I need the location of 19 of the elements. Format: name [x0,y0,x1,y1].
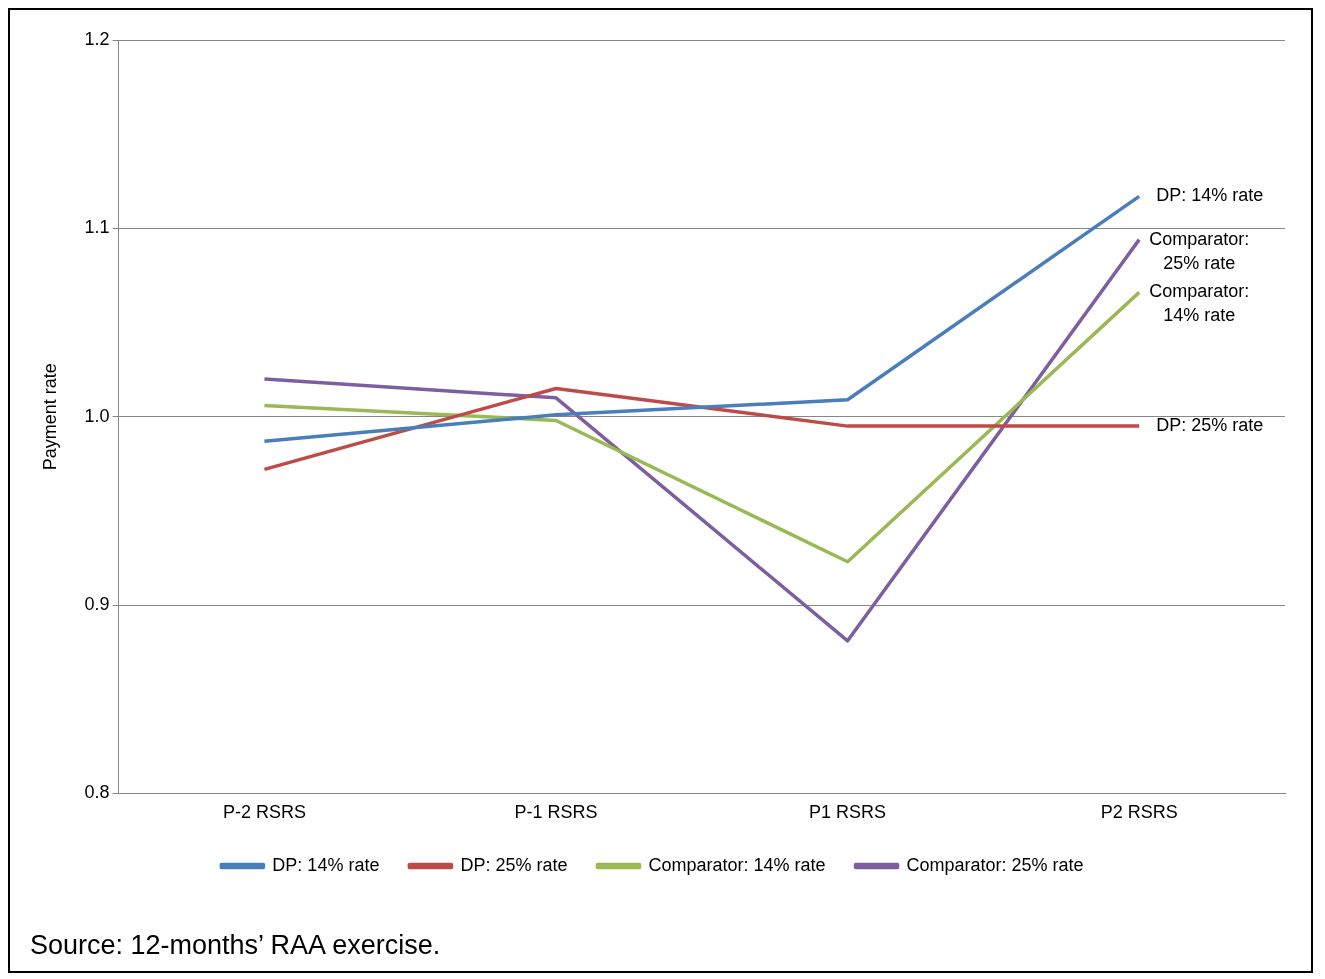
legend-label: Comparator: 14% rate [648,854,826,875]
annotation: DP: 25% rate [1156,415,1264,436]
x-tick-label: P-2 RSRS [222,802,306,823]
y-tick-label: 1.0 [84,405,110,426]
y-axis-title: Payment rate [39,363,60,471]
source-note: Source: 12-months’ RAA exercise. [30,930,441,961]
legend-label: DP: 14% rate [272,854,380,875]
annotation: DP: 14% rate [1156,185,1264,206]
legend-label: Comparator: 25% rate [906,854,1084,875]
annotation: Comparator: 25% rate [1149,228,1250,273]
y-tick-label: 1.2 [84,28,110,49]
y-tick-label: 1.1 [84,217,110,238]
y-tick-label: 0.9 [84,594,110,615]
x-tick-label: P1 RSRS [809,802,887,823]
x-tick-label: P-1 RSRS [514,802,598,823]
x-tick-label: P2 RSRS [1100,802,1178,823]
annotation: Comparator: 14% rate [1149,281,1250,326]
legend-label: DP: 25% rate [460,854,568,875]
y-tick-label: 0.8 [84,782,110,803]
